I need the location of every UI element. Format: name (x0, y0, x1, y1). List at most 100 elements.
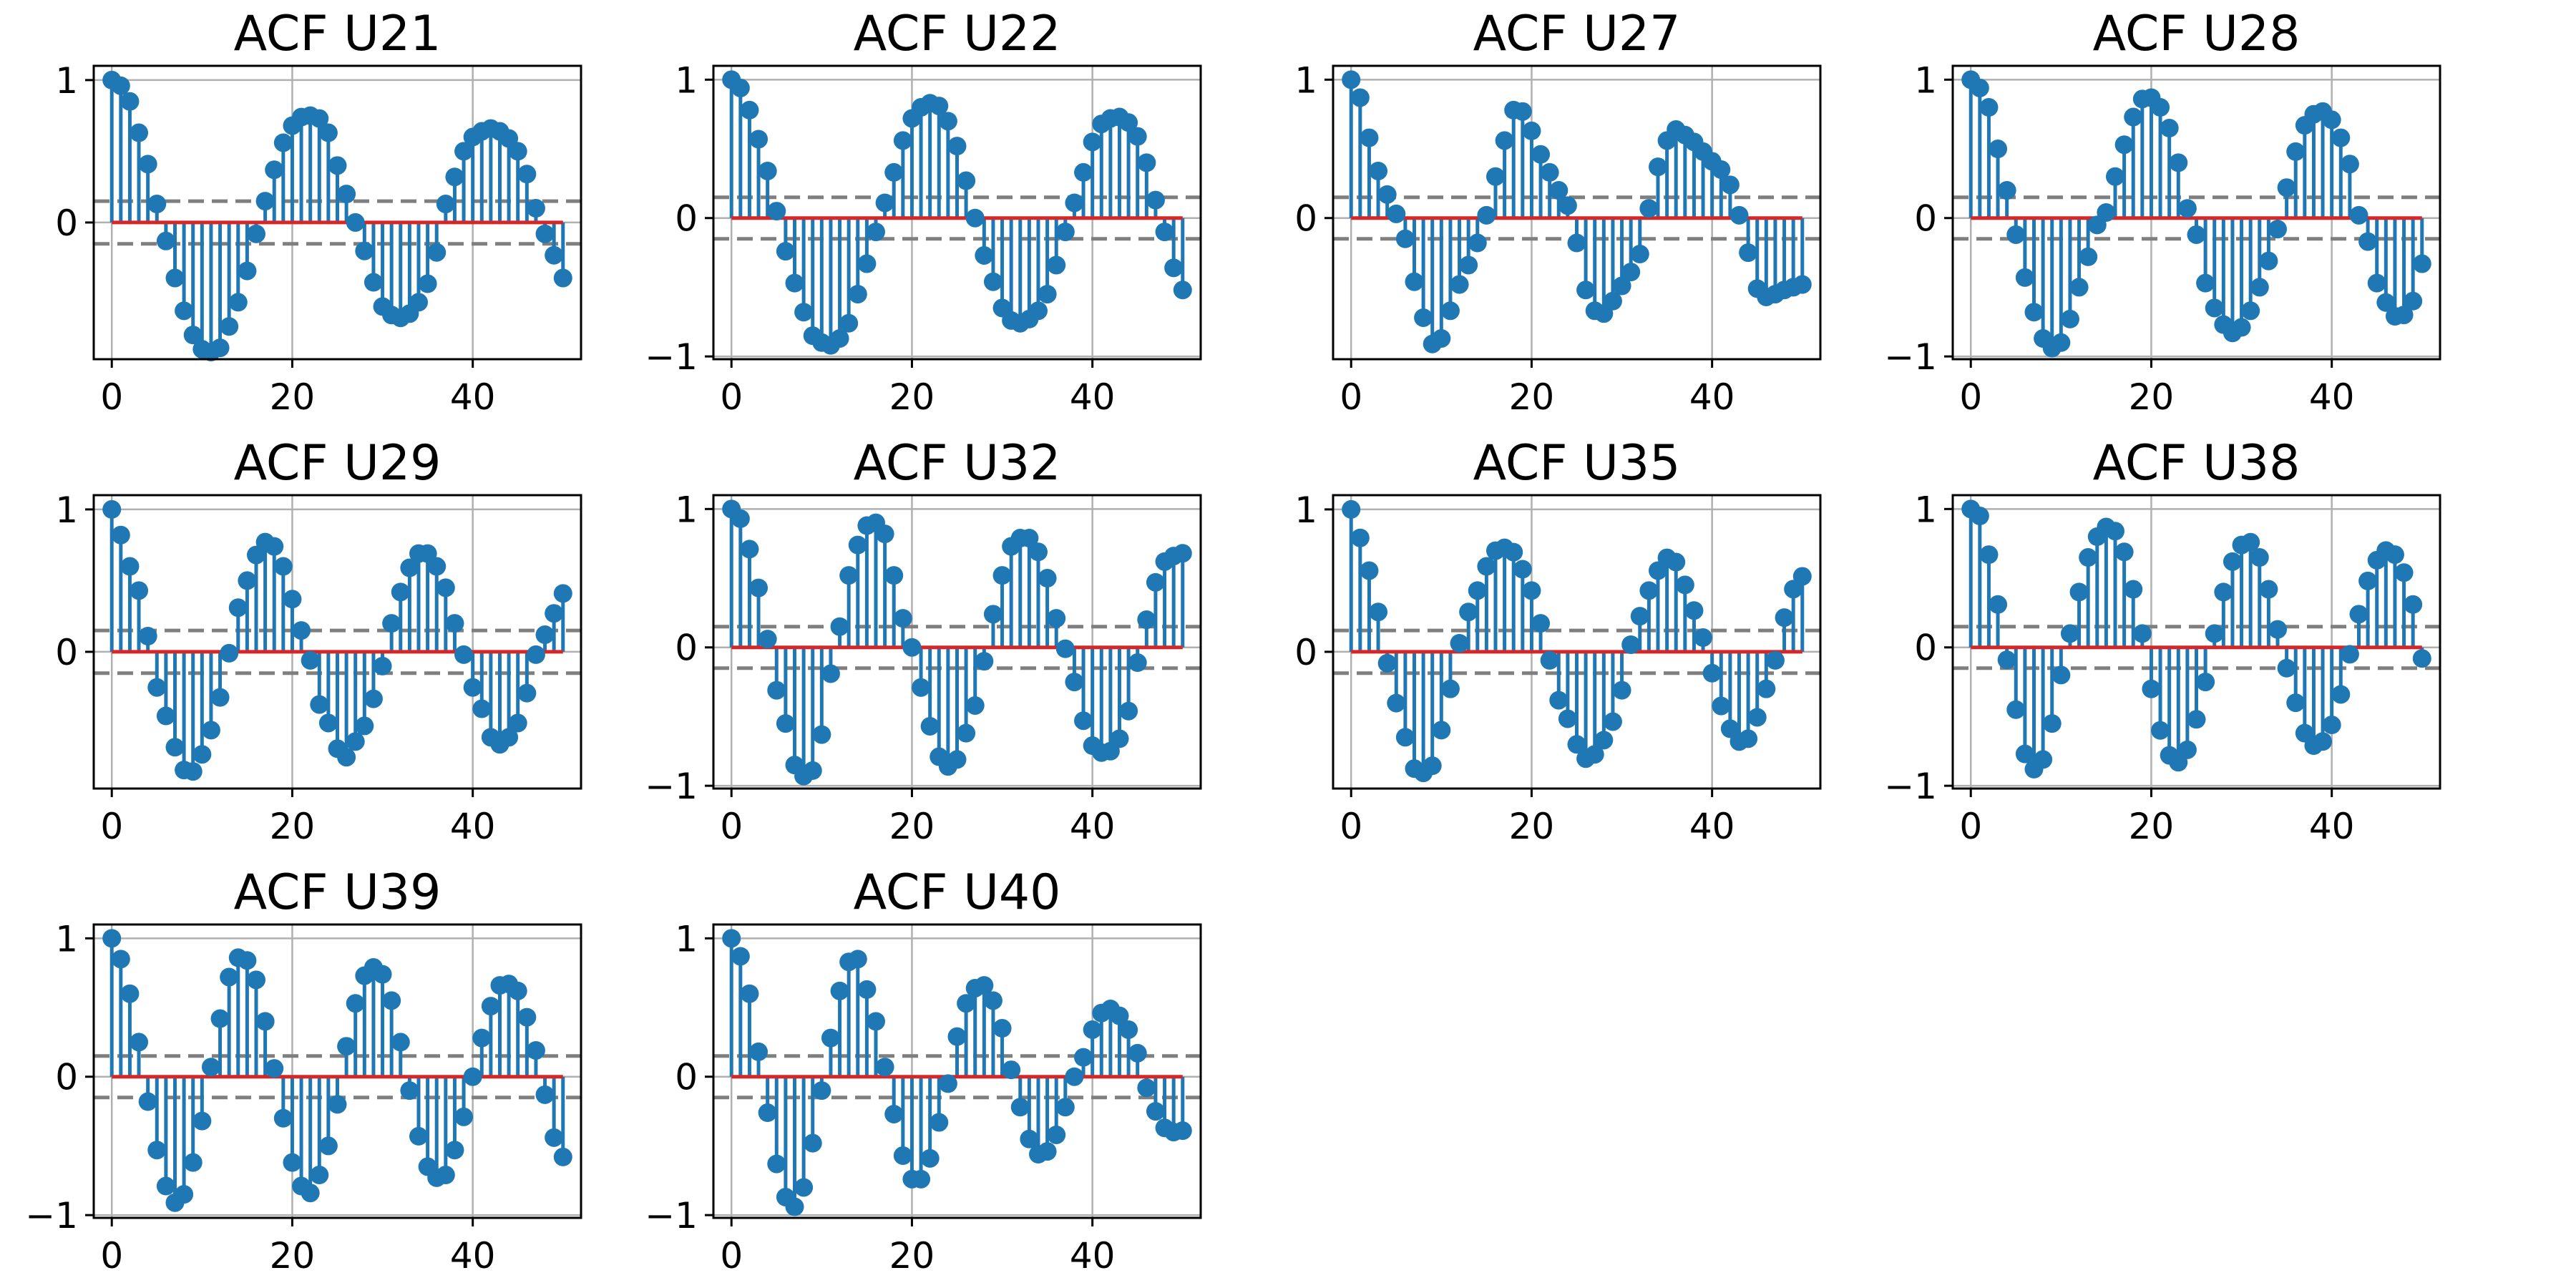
stem-marker (1747, 708, 1767, 727)
plot-frame (92, 64, 582, 361)
stem-marker (2394, 563, 2414, 582)
stem-marker (2177, 740, 2197, 759)
stem-marker (1567, 735, 1586, 754)
stem-marker (436, 1166, 455, 1185)
stem-marker (391, 582, 410, 602)
stem-marker (138, 1092, 157, 1111)
stem-marker (120, 92, 140, 111)
stem-marker (1065, 1067, 1084, 1086)
y-tick-label: 0 (1914, 198, 1937, 240)
stem-marker (1531, 614, 1551, 633)
stem-marker (318, 1136, 338, 1156)
stem-marker (965, 208, 985, 228)
stem-marker (2015, 744, 2034, 763)
stem-marker (1603, 712, 1622, 731)
stem-marker (1377, 653, 1397, 673)
panel-title: ACF U38 (2093, 435, 2301, 492)
stem-marker (1360, 561, 1379, 580)
stem-marker (517, 683, 537, 703)
x-tick-label: 20 (270, 376, 316, 418)
stem-marker (1712, 696, 1731, 716)
stem-marker (1432, 328, 1451, 348)
stem-marker (328, 1095, 347, 1114)
stem-marker (265, 537, 284, 556)
stem-marker (1038, 285, 1057, 304)
plot-frame (712, 64, 1202, 361)
stem-marker (2196, 673, 2215, 692)
stem-marker (1055, 223, 1075, 242)
stem-marker (183, 1153, 203, 1172)
stem-marker (2358, 232, 2378, 251)
acf-panel: 0 20 40 0 1 ACF U21 (55, 6, 582, 418)
stem-marker (400, 1081, 419, 1101)
stem-marker (965, 696, 985, 715)
stem-marker (893, 1146, 912, 1165)
stem-marker (1621, 635, 1641, 654)
stem-marker (156, 706, 175, 726)
x-tick-label: 0 (1959, 376, 1982, 418)
stem-marker (2385, 545, 2404, 565)
stem-marker (130, 581, 149, 600)
stem-marker (102, 929, 122, 948)
y-tick-label: 0 (55, 203, 78, 244)
stem-marker (857, 254, 877, 273)
stem-marker (1765, 650, 1785, 670)
stem-marker (947, 1027, 967, 1046)
stem-marker (947, 137, 967, 156)
stem-marker (803, 1133, 822, 1153)
stem-marker (875, 193, 894, 213)
panel-title: ACF U39 (234, 864, 441, 921)
stem-marker (1531, 145, 1551, 164)
stem-marker (1639, 199, 1659, 218)
stem-marker (337, 748, 356, 767)
stem-marker (884, 566, 904, 585)
x-tick-label: 20 (889, 1235, 935, 1277)
stem-marker (1002, 1060, 1021, 1080)
stem-marker (228, 293, 248, 312)
x-tick-label: 40 (1070, 376, 1116, 418)
stem-marker (463, 1067, 482, 1086)
stem-marker (2358, 571, 2378, 590)
y-tick-label: 1 (55, 489, 78, 531)
stem-marker (165, 268, 185, 288)
stem-marker (2223, 552, 2242, 571)
acf-panel: 0 20 40 0 1 ACF U35 (1294, 435, 1822, 847)
acf-panel: 0 20 40 0 1 ACF U27 (1294, 6, 1822, 418)
stem-marker (920, 716, 940, 736)
plot-frame (1951, 494, 2441, 790)
stem-marker (1468, 233, 1487, 253)
stem-marker (346, 732, 365, 751)
y-tick-label: 1 (675, 489, 698, 530)
stem-marker (2124, 580, 2143, 599)
stem-marker (2069, 278, 2089, 297)
stem-marker (445, 167, 464, 187)
stem-marker (265, 160, 284, 180)
stem-marker (545, 604, 564, 623)
stem-marker (120, 557, 140, 576)
stem-marker (147, 195, 167, 214)
x-tick-label: 40 (450, 806, 496, 847)
stem-marker (983, 991, 1002, 1010)
stem-marker (481, 997, 500, 1016)
stem-marker (2051, 665, 2071, 685)
stem-marker (102, 499, 122, 519)
stem-marker (111, 950, 130, 969)
stem-marker (1038, 1142, 1057, 1161)
stem-marker (1459, 602, 1478, 622)
stem-marker (1684, 601, 1704, 620)
stem-marker (454, 1107, 474, 1126)
stem-marker (1603, 291, 1622, 311)
stem-marker (1639, 581, 1659, 600)
stem-marker (839, 566, 859, 585)
stem-marker (1173, 280, 1192, 300)
stem-marker (355, 241, 374, 260)
y-tick-label: 1 (675, 59, 698, 101)
stem-marker (201, 721, 220, 740)
stem-marker (346, 213, 365, 232)
stem-marker (535, 224, 555, 243)
stem-marker (2394, 306, 2414, 325)
stem-marker (210, 688, 230, 707)
stem-marker (1146, 1102, 1165, 1121)
stem-marker (201, 1058, 220, 1077)
y-tick-label: 1 (55, 918, 78, 960)
